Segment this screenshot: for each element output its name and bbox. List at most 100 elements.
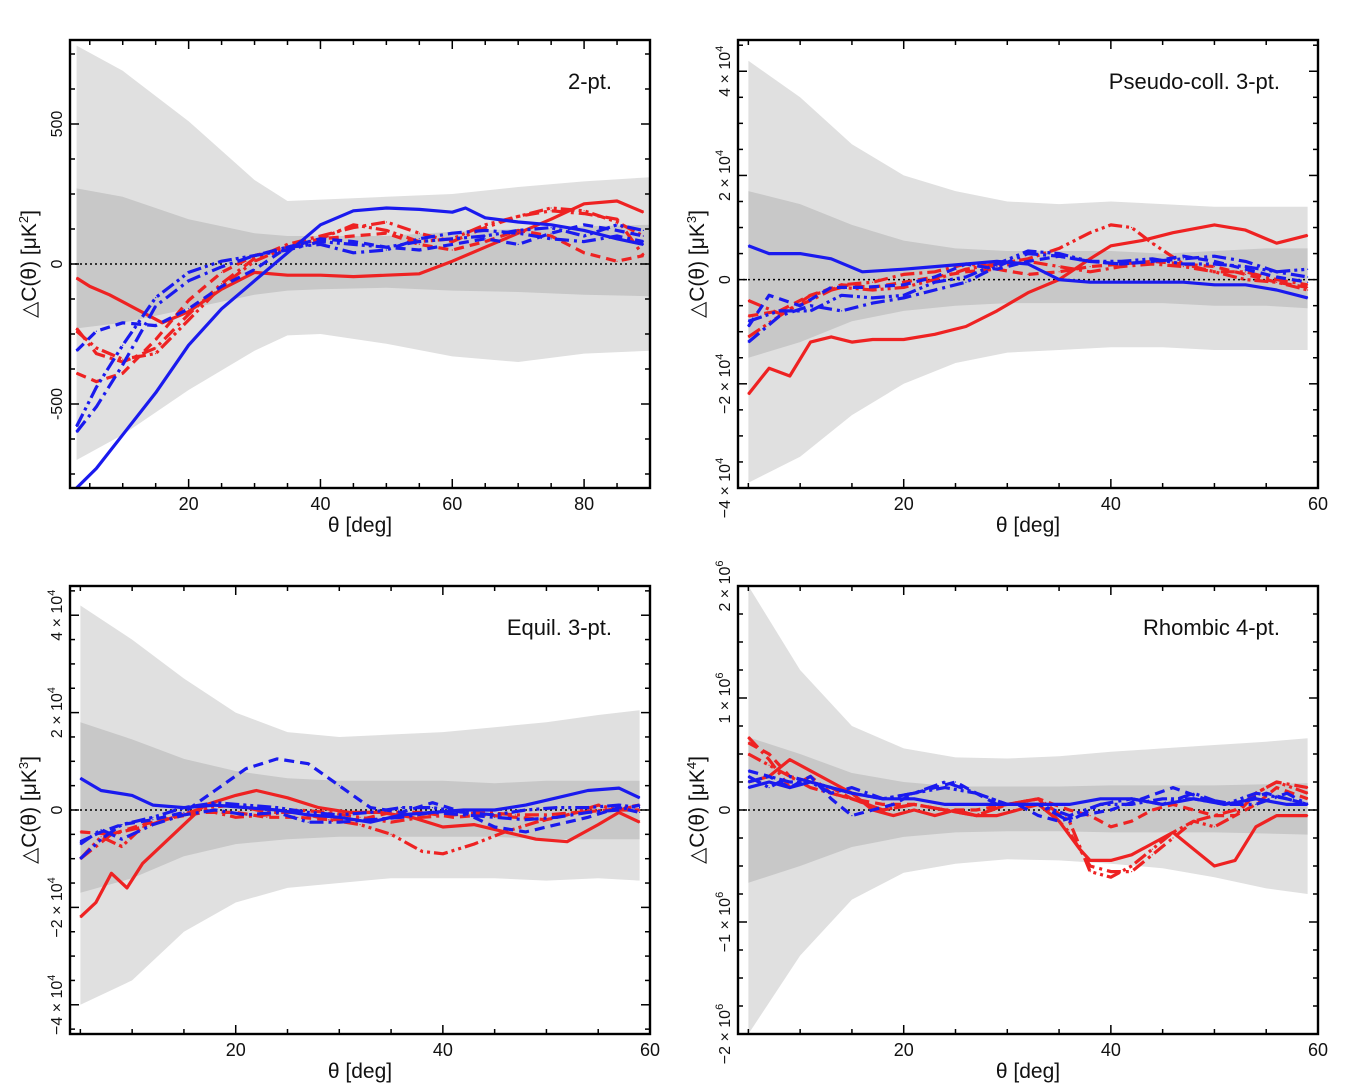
series-4-point <box>418 208 420 210</box>
series-7-point <box>975 792 977 794</box>
series-3-point <box>121 845 123 848</box>
series-3-point <box>913 803 915 806</box>
series-7-point <box>1131 803 1133 806</box>
y-tick-label: 0 <box>717 275 734 284</box>
y-tick-exponent: 4 <box>714 150 726 156</box>
series-0-point <box>473 824 475 826</box>
series-0-point <box>1234 859 1236 862</box>
series-7-point <box>872 297 874 299</box>
y-tick-label: 2 × 106 <box>714 560 734 611</box>
series-7-point <box>418 241 420 243</box>
series-5-point <box>183 811 185 814</box>
y-tick-exponent: 4 <box>46 590 58 596</box>
series-1-point <box>975 809 977 811</box>
series-3-point <box>1307 289 1309 291</box>
series-5-point <box>809 775 812 778</box>
series-5-point <box>319 238 322 240</box>
series-6-point <box>155 305 157 307</box>
series-0-point <box>162 843 164 845</box>
panel-pseudo-collinear-3pt: 20 40 60 −4 × 104 −2 × 104 0 2 × 104 4 × 104 θ [… <box>684 38 1328 537</box>
series-1-point <box>385 232 387 234</box>
series-2-point <box>768 759 770 761</box>
series-1-point <box>484 241 486 243</box>
series-0-point <box>1193 848 1195 850</box>
series-4-point <box>245 807 247 809</box>
series-4-point <box>975 803 977 806</box>
series-1-point <box>903 281 905 283</box>
series-2-point <box>841 284 843 286</box>
series-2-point <box>1276 279 1278 281</box>
series-6-point <box>183 814 185 816</box>
series-0-point <box>95 901 97 904</box>
series-4-point <box>799 253 801 255</box>
series-6-point <box>214 809 216 811</box>
series-0-point <box>1276 242 1278 244</box>
series-6-point <box>1193 792 1195 794</box>
series-3-point <box>100 836 102 838</box>
series-3-point <box>1213 826 1215 828</box>
series-0-point <box>903 338 905 341</box>
series-0-point <box>768 367 770 369</box>
series-1-point <box>122 372 124 374</box>
series-0-point <box>1131 854 1133 856</box>
series-3-point <box>1037 798 1039 800</box>
series-3-point <box>1089 871 1091 873</box>
series-6-point <box>830 792 832 794</box>
series-7-point <box>903 294 905 296</box>
series-4-point <box>903 268 905 270</box>
y-tick-exponent: 4 <box>46 687 58 693</box>
band-1sigma <box>80 722 640 893</box>
series-4-point <box>747 245 750 247</box>
series-5-point <box>789 787 791 789</box>
series-6-point <box>934 289 936 291</box>
series-3-point <box>173 816 175 818</box>
series-0-point <box>642 211 645 213</box>
series-1-point <box>747 315 750 317</box>
series-5-point <box>276 758 278 760</box>
series-7-point <box>1120 260 1122 262</box>
series-2-point <box>642 255 645 257</box>
series-4-point <box>616 238 618 240</box>
series-6-point <box>872 302 874 304</box>
series-1-point <box>95 381 97 383</box>
series-5-point <box>338 785 340 787</box>
series-6-point <box>431 811 434 814</box>
series-4-point <box>319 224 322 226</box>
series-6-point <box>1307 276 1309 278</box>
series-7-point <box>830 787 832 789</box>
series-4-point <box>1276 289 1278 291</box>
series-4-point <box>768 253 770 255</box>
series-5-point <box>1276 276 1278 278</box>
x-tick-label: 60 <box>1308 494 1328 514</box>
series-5-point <box>525 831 527 833</box>
series-5-point <box>642 235 645 237</box>
series-2-point <box>451 241 453 243</box>
series-0-point <box>789 375 791 377</box>
series-3-point <box>1276 781 1278 783</box>
series-3-point <box>809 787 812 789</box>
series-1-point <box>616 260 618 262</box>
series-6-point <box>1213 255 1215 257</box>
series-5-point <box>1307 281 1309 283</box>
y-tick-label: −2 × 104 <box>46 877 66 937</box>
series-2-point <box>359 816 361 818</box>
series-3-point <box>1244 279 1247 281</box>
series-5-point <box>1182 255 1184 257</box>
series-7-point <box>1058 253 1060 255</box>
series-1-point <box>1089 266 1091 268</box>
plot-frame <box>736 38 1320 490</box>
series-4-point <box>1182 281 1184 283</box>
plot-area <box>70 45 650 488</box>
series-2-point <box>1151 263 1153 265</box>
series-6-point <box>1131 798 1133 800</box>
y-tick-label: 500 <box>49 111 66 138</box>
series-1-point <box>297 816 299 818</box>
series-2-point <box>95 353 97 355</box>
series-1-point <box>1244 273 1247 275</box>
series-0-point <box>286 797 289 799</box>
series-7-point <box>1193 798 1195 800</box>
y-tick-label: −2 × 104 <box>714 354 734 414</box>
series-0-point <box>809 770 812 772</box>
series-5-point <box>494 826 496 828</box>
series-5-point <box>550 232 552 234</box>
